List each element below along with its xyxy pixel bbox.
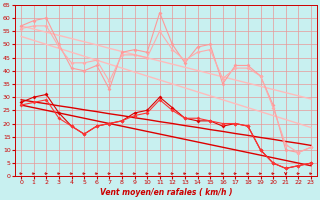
X-axis label: Vent moyen/en rafales ( km/h ): Vent moyen/en rafales ( km/h )	[100, 188, 232, 197]
